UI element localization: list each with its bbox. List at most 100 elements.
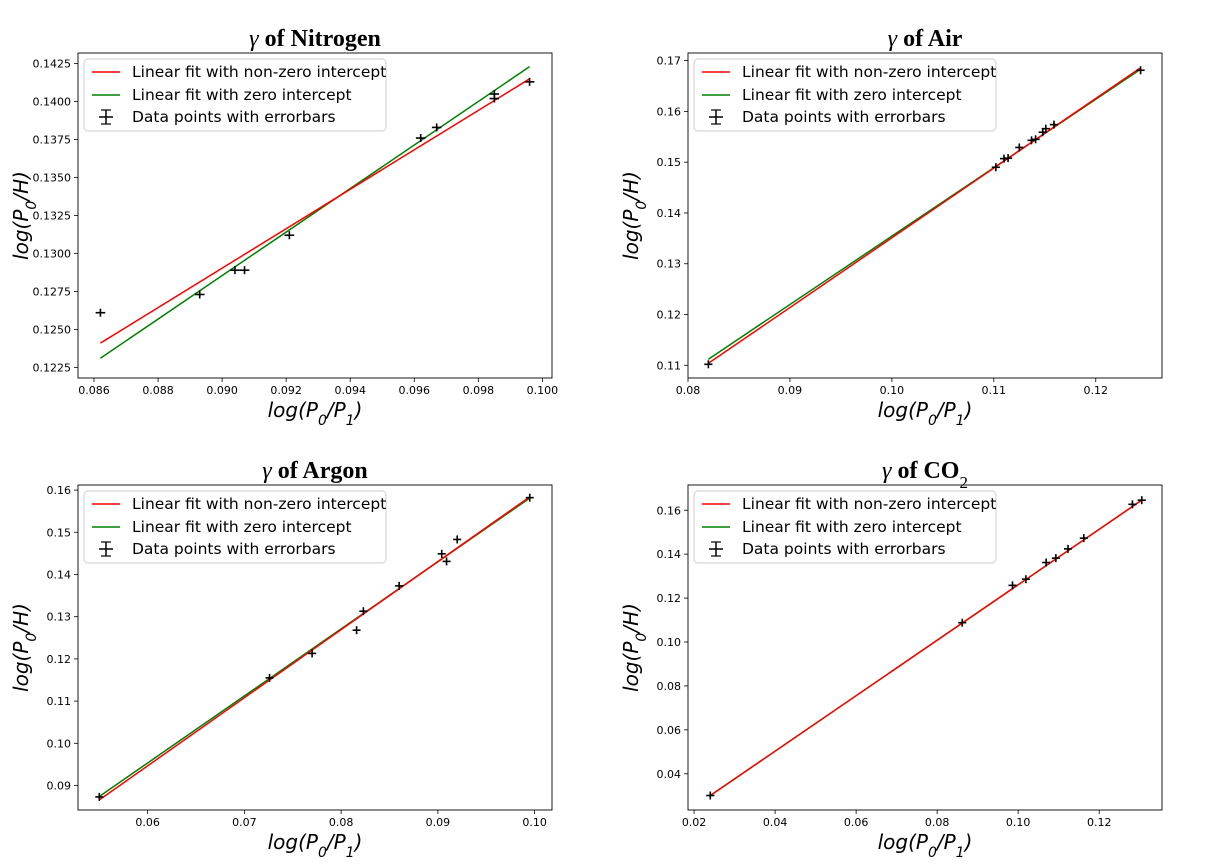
y-tick-label: 0.10 (657, 636, 682, 649)
x-tick-label: 0.06 (135, 816, 160, 829)
data-point (1042, 558, 1051, 567)
fit-line-zero-intercept (99, 66, 531, 359)
x-axis-label: log(P0/P1) (878, 398, 973, 429)
y-tick-label: 0.1375 (33, 134, 72, 147)
chart-panel-4: γ of CO2 0.02 0.04 0.06 0.08 0.10 0.12 0.04 0.06… (619, 458, 1163, 861)
legend-entry: Data points with errorbars (132, 540, 336, 558)
plot-frame (77, 484, 553, 811)
y-tick-label: 0.13 (47, 611, 72, 624)
chart-panel-3: γ of Argon 0.06 0.07 0.08 0.09 0.10 0.09 0.10 0.… (9, 458, 553, 861)
y-tick-label: 0.09 (47, 780, 72, 793)
x-tick-label: 0.11 (982, 384, 1007, 397)
data-point (415, 134, 426, 143)
plot-frame (687, 52, 1163, 379)
x-tick-label: 0.10 (880, 384, 905, 397)
legend: Linear fit with non-zero intercept Linear… (83, 58, 387, 132)
y-tick-label: 0.16 (657, 504, 682, 517)
y-axis-label: log(P0/H) (619, 171, 650, 260)
y-tick-label: 0.12 (657, 309, 682, 322)
data-point (524, 77, 535, 86)
data-point (95, 792, 104, 801)
x-axis-label: log(P0/P1) (878, 830, 973, 861)
y-tick-label: 0.17 (657, 55, 682, 68)
y-axis-label: log(P0/H) (619, 603, 650, 692)
data-point (1136, 66, 1145, 75)
y-tick-label: 0.1350 (33, 172, 72, 185)
chart-title: γ of Argon (262, 458, 367, 484)
y-axis-label: log(P0/H) (9, 603, 40, 692)
data-point (1004, 154, 1013, 163)
legend-entry: Linear fit with zero intercept (132, 86, 352, 104)
x-tick-label: 0.090 (206, 384, 238, 397)
legend-entry: Linear fit with non-zero intercept (742, 63, 996, 81)
y-tick-label: 0.11 (47, 695, 72, 708)
data-point (1079, 534, 1088, 543)
legend-entry: Linear fit with zero intercept (132, 518, 352, 536)
fit-line-nonzero-intercept (100, 78, 530, 344)
data-point (194, 290, 205, 299)
data-point (453, 535, 462, 544)
y-tick-label: 0.06 (657, 724, 682, 737)
y-tick-label: 0.1300 (33, 247, 72, 260)
y-tick-label: 0.13 (657, 258, 682, 271)
legend-entry: Data points with errorbars (132, 108, 336, 126)
legend-entry: Data points with errorbars (742, 108, 946, 126)
plot-frame (77, 52, 553, 379)
y-tick-label: 0.11 (657, 359, 682, 372)
y-tick-label: 0.08 (657, 680, 682, 693)
data-point (431, 123, 442, 132)
data-point (395, 581, 404, 590)
data-point (704, 360, 713, 369)
legend-swatch-errorbar (99, 109, 113, 125)
data-point (284, 231, 295, 240)
data-point (706, 791, 715, 800)
data-point (95, 308, 106, 317)
y-tick-label: 0.10 (47, 737, 72, 750)
y-tick-label: 0.1325 (33, 210, 72, 223)
y-tick-label: 0.1400 (33, 96, 72, 109)
chart-panel-2: γ of Air 0.08 0.09 0.10 0.11 0.12 0.11 0.12 0.13… (619, 26, 1163, 429)
y-tick-label: 0.1425 (33, 58, 72, 71)
data-point (1041, 124, 1050, 133)
x-tick-label: 0.02 (682, 816, 707, 829)
legend-entry: Linear fit with non-zero intercept (132, 495, 386, 513)
data-point (1051, 554, 1060, 563)
data-point (991, 163, 1000, 172)
legend-box (83, 58, 387, 132)
chart-title: γ of CO2 (882, 458, 968, 492)
x-tick-label: 0.10 (1006, 816, 1031, 829)
legend-entry: Linear fit with zero intercept (742, 86, 962, 104)
x-axis-label: log(P0/P1) (268, 830, 363, 861)
legend: Linear fit with non-zero intercept Linear… (83, 490, 387, 564)
y-tick-label: 0.1225 (33, 361, 72, 374)
legend-entry: Data points with errorbars (742, 540, 946, 558)
data-point (958, 618, 967, 627)
data-point (1021, 575, 1030, 584)
x-tick-label: 0.06 (844, 816, 869, 829)
data-point (437, 549, 446, 558)
legend-entry: Linear fit with non-zero intercept (742, 495, 996, 513)
y-axis-label: log(P0/H) (9, 171, 40, 260)
x-tick-label: 0.088 (142, 384, 174, 397)
data-point (525, 493, 534, 502)
fit-line-nonzero-intercept (98, 496, 531, 801)
data-point (359, 607, 368, 616)
chart-title: γ of Nitrogen (249, 26, 381, 52)
data-point (489, 90, 500, 99)
legend: Linear fit with non-zero intercept Linear… (693, 58, 997, 132)
x-tick-label: 0.07 (232, 816, 257, 829)
plot-frame (687, 484, 1163, 811)
data-point (1128, 500, 1137, 509)
x-axis-label: log(P0/P1) (268, 398, 363, 429)
x-tick-label: 0.12 (1087, 816, 1112, 829)
y-tick-label: 0.04 (657, 768, 682, 781)
y-tick-label: 0.12 (47, 653, 72, 666)
data-point (1049, 120, 1059, 129)
legend-box (83, 490, 387, 564)
y-tick-label: 0.15 (657, 156, 682, 169)
x-tick-label: 0.092 (270, 384, 302, 397)
data-point (308, 649, 317, 658)
y-tick-label: 0.1250 (33, 323, 72, 336)
x-tick-label: 0.096 (399, 384, 431, 397)
